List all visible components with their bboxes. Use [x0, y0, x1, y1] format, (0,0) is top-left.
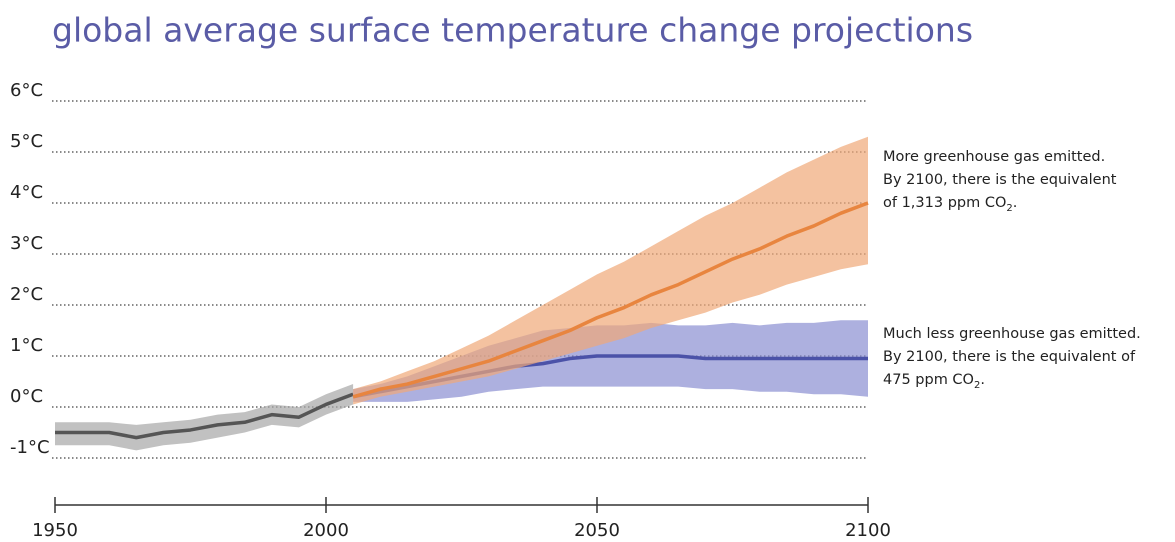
annotation-text: .: [1013, 195, 1018, 211]
y-tick-label: -1°C: [10, 437, 50, 458]
annotation-subscript: 2: [1006, 203, 1012, 214]
annotation: 475 ppm CO2.: [883, 372, 985, 391]
series-line: [55, 392, 354, 440]
annotation-text: .: [980, 372, 985, 388]
annotation: By 2100, there is the equivalent: [883, 172, 1117, 188]
y-tick-label: 3°C: [10, 233, 43, 254]
annotation: More greenhouse gas emitted.: [883, 149, 1105, 165]
y-tick-label: 6°C: [10, 80, 43, 101]
x-tick-label: 1950: [32, 520, 78, 541]
annotation-text: of 1,313 ppm CO: [883, 195, 1006, 211]
annotation: Much less greenhouse gas emitted.: [883, 326, 1141, 342]
y-tick-label: 4°C: [10, 182, 43, 203]
x-tick-label: 2100: [845, 520, 891, 541]
annotation: of 1,313 ppm CO2.: [883, 195, 1017, 214]
x-tick-label: 2050: [574, 520, 620, 541]
y-tick-label: 0°C: [10, 386, 43, 407]
x-tick-label: 2000: [303, 520, 349, 541]
uncertainty-band: [353, 136, 869, 405]
uncertainty-band: [353, 320, 869, 402]
series-line: [352, 201, 869, 399]
y-tick-label: 1°C: [10, 335, 43, 356]
annotation-subscript: 2: [974, 380, 980, 391]
y-tick-label: 2°C: [10, 284, 43, 305]
y-tick-label: 5°C: [10, 131, 43, 152]
annotation-text: 475 ppm CO: [883, 372, 974, 388]
annotation: By 2100, there is the equivalent of: [883, 349, 1136, 365]
chart-title: global average surface temperature chang…: [52, 11, 973, 50]
uncertainty-band: [55, 384, 354, 451]
